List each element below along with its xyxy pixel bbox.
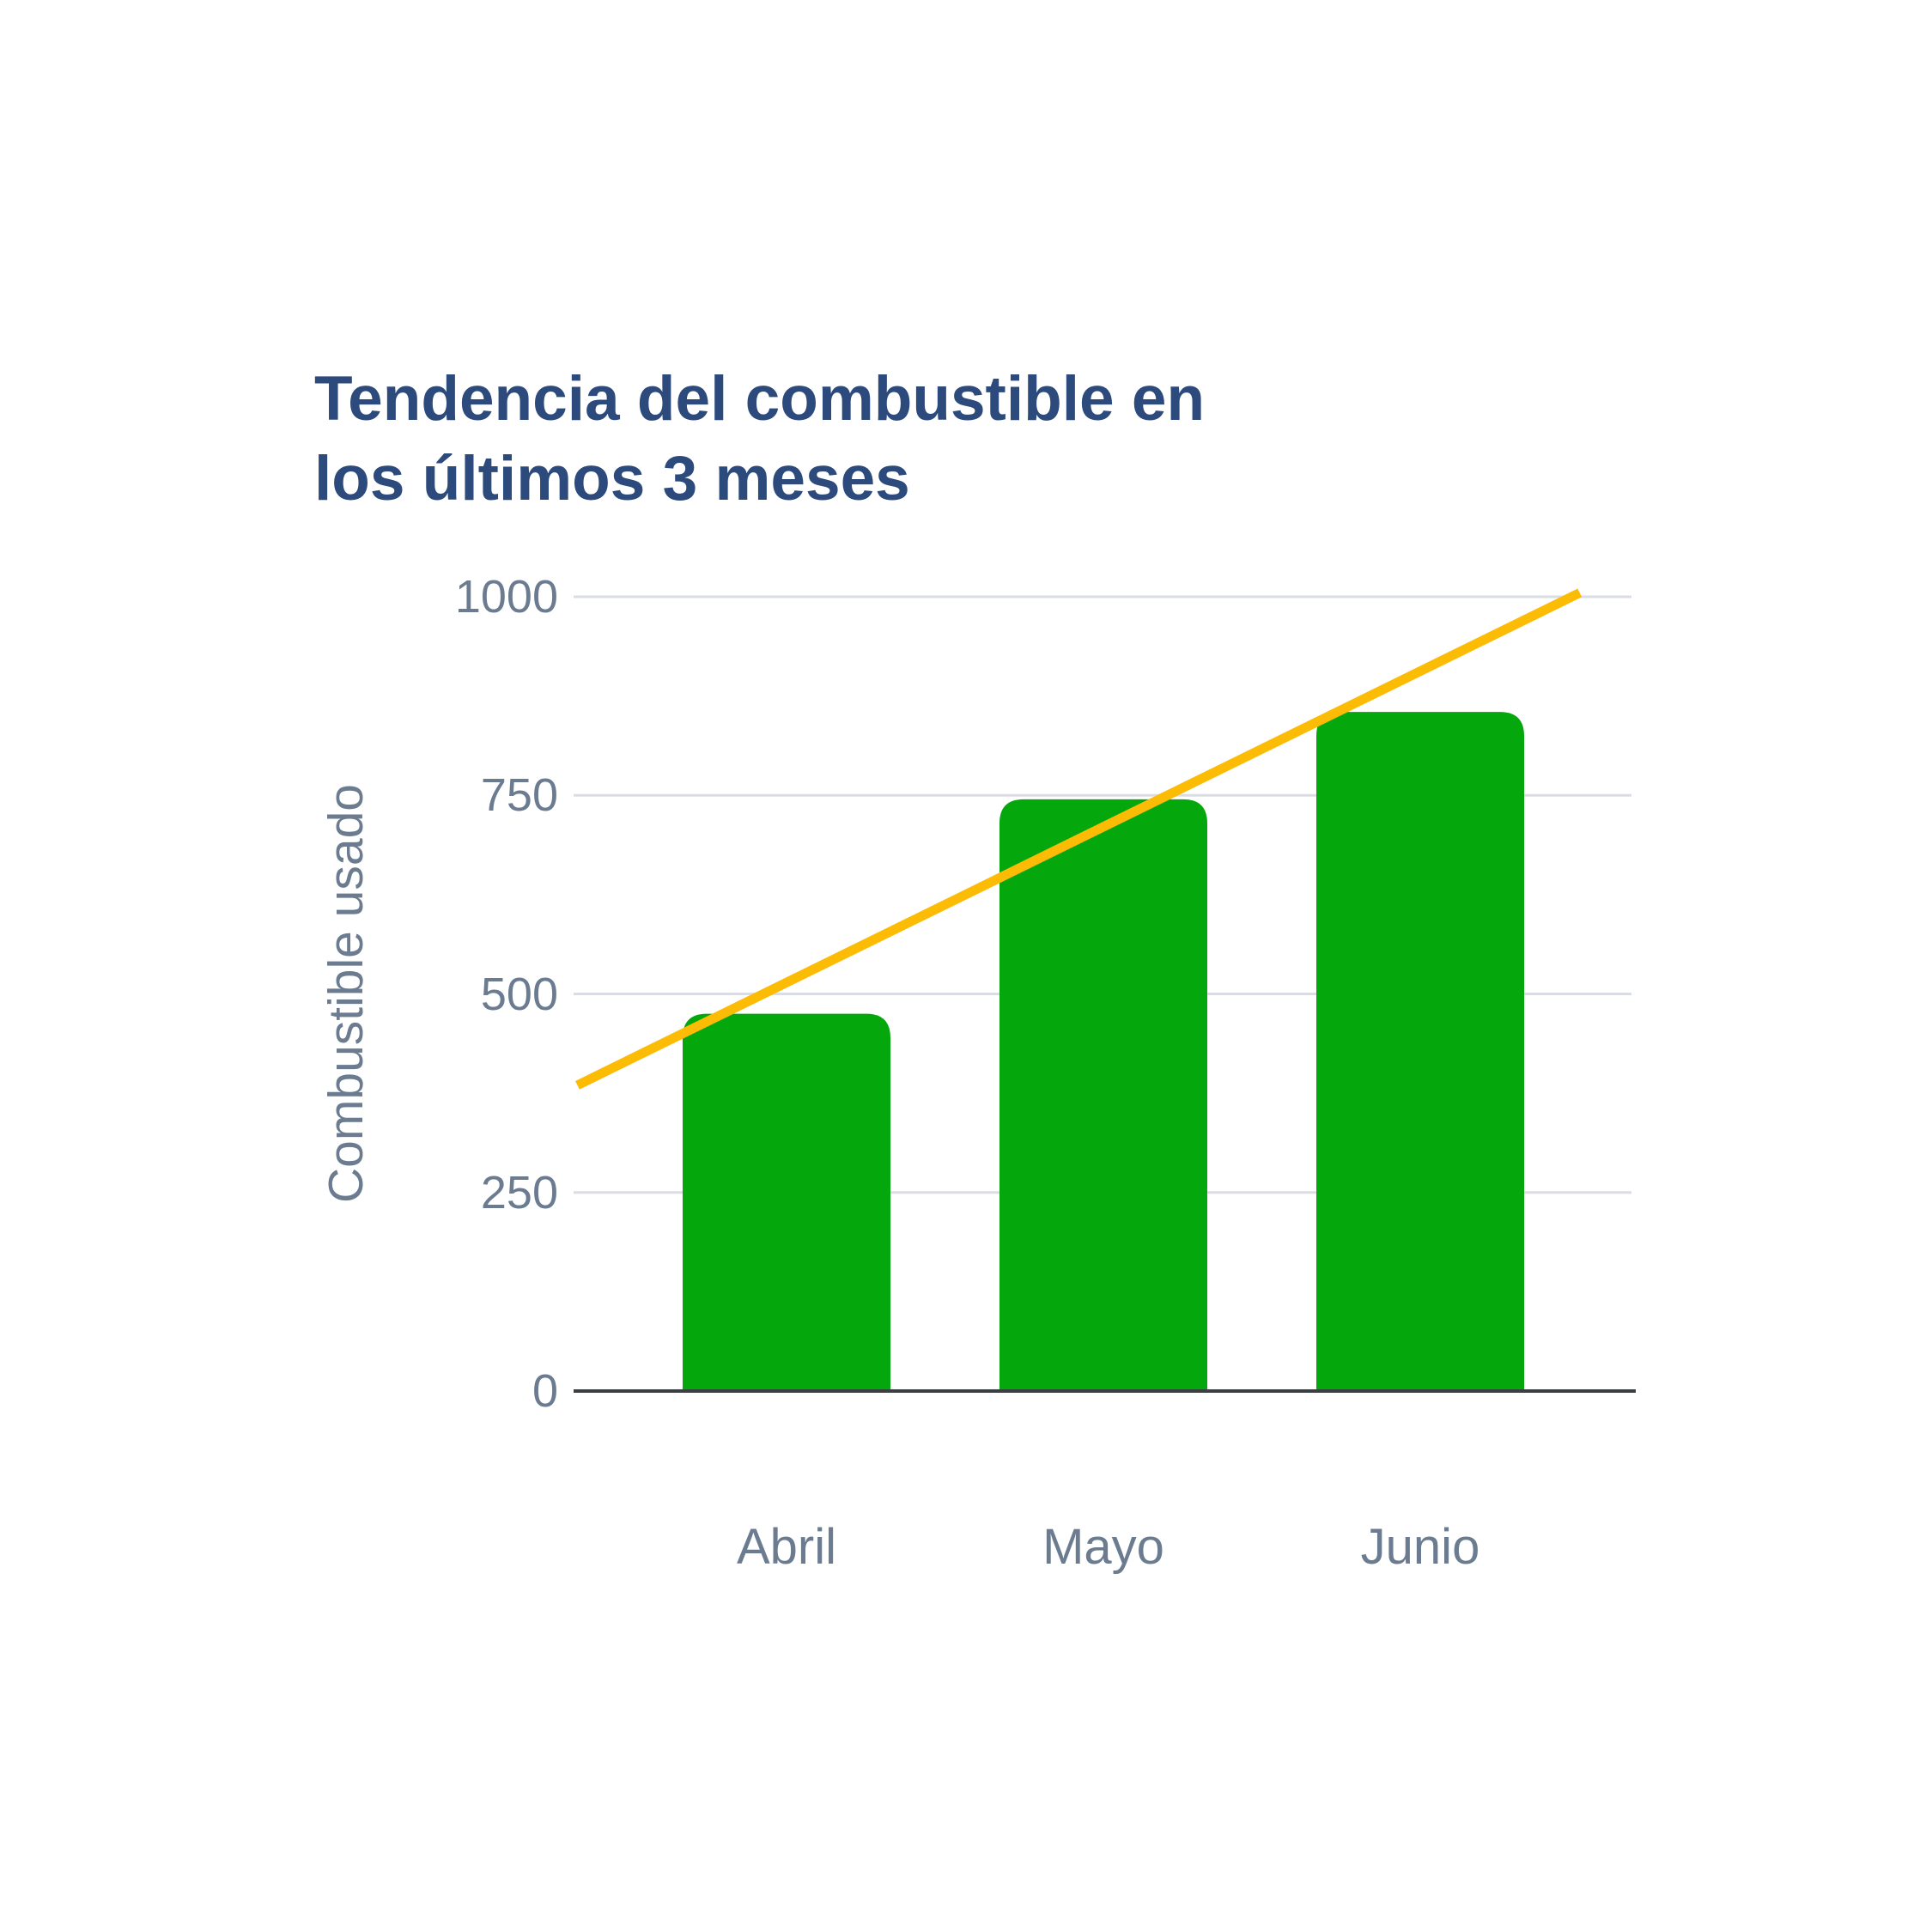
x-axis-label-abril: Abril xyxy=(736,1519,837,1575)
chart-title-line-1: Tendencia del combustible en xyxy=(314,364,1206,434)
y-tick-label-500: 500 xyxy=(480,968,558,1020)
chart-title: Tendencia del combustible en los últimos… xyxy=(314,359,1431,519)
trend-line[interactable] xyxy=(575,588,1583,1090)
chart-title-line-2: los últimos 3 meses xyxy=(314,444,910,513)
bar-junio[interactable] xyxy=(1316,712,1524,1391)
bar-abril[interactable] xyxy=(683,1013,890,1391)
y-tick-label-250: 250 xyxy=(480,1166,558,1218)
bar-mayo[interactable] xyxy=(999,799,1207,1391)
x-axis-label-mayo: Mayo xyxy=(1042,1519,1164,1575)
y-tick-label-0: 0 xyxy=(532,1365,558,1417)
x-axis-label-junio: Junio xyxy=(1360,1519,1480,1575)
y-tick-label-750: 750 xyxy=(480,769,558,822)
y-tick-label-1000: 1000 xyxy=(454,571,558,623)
